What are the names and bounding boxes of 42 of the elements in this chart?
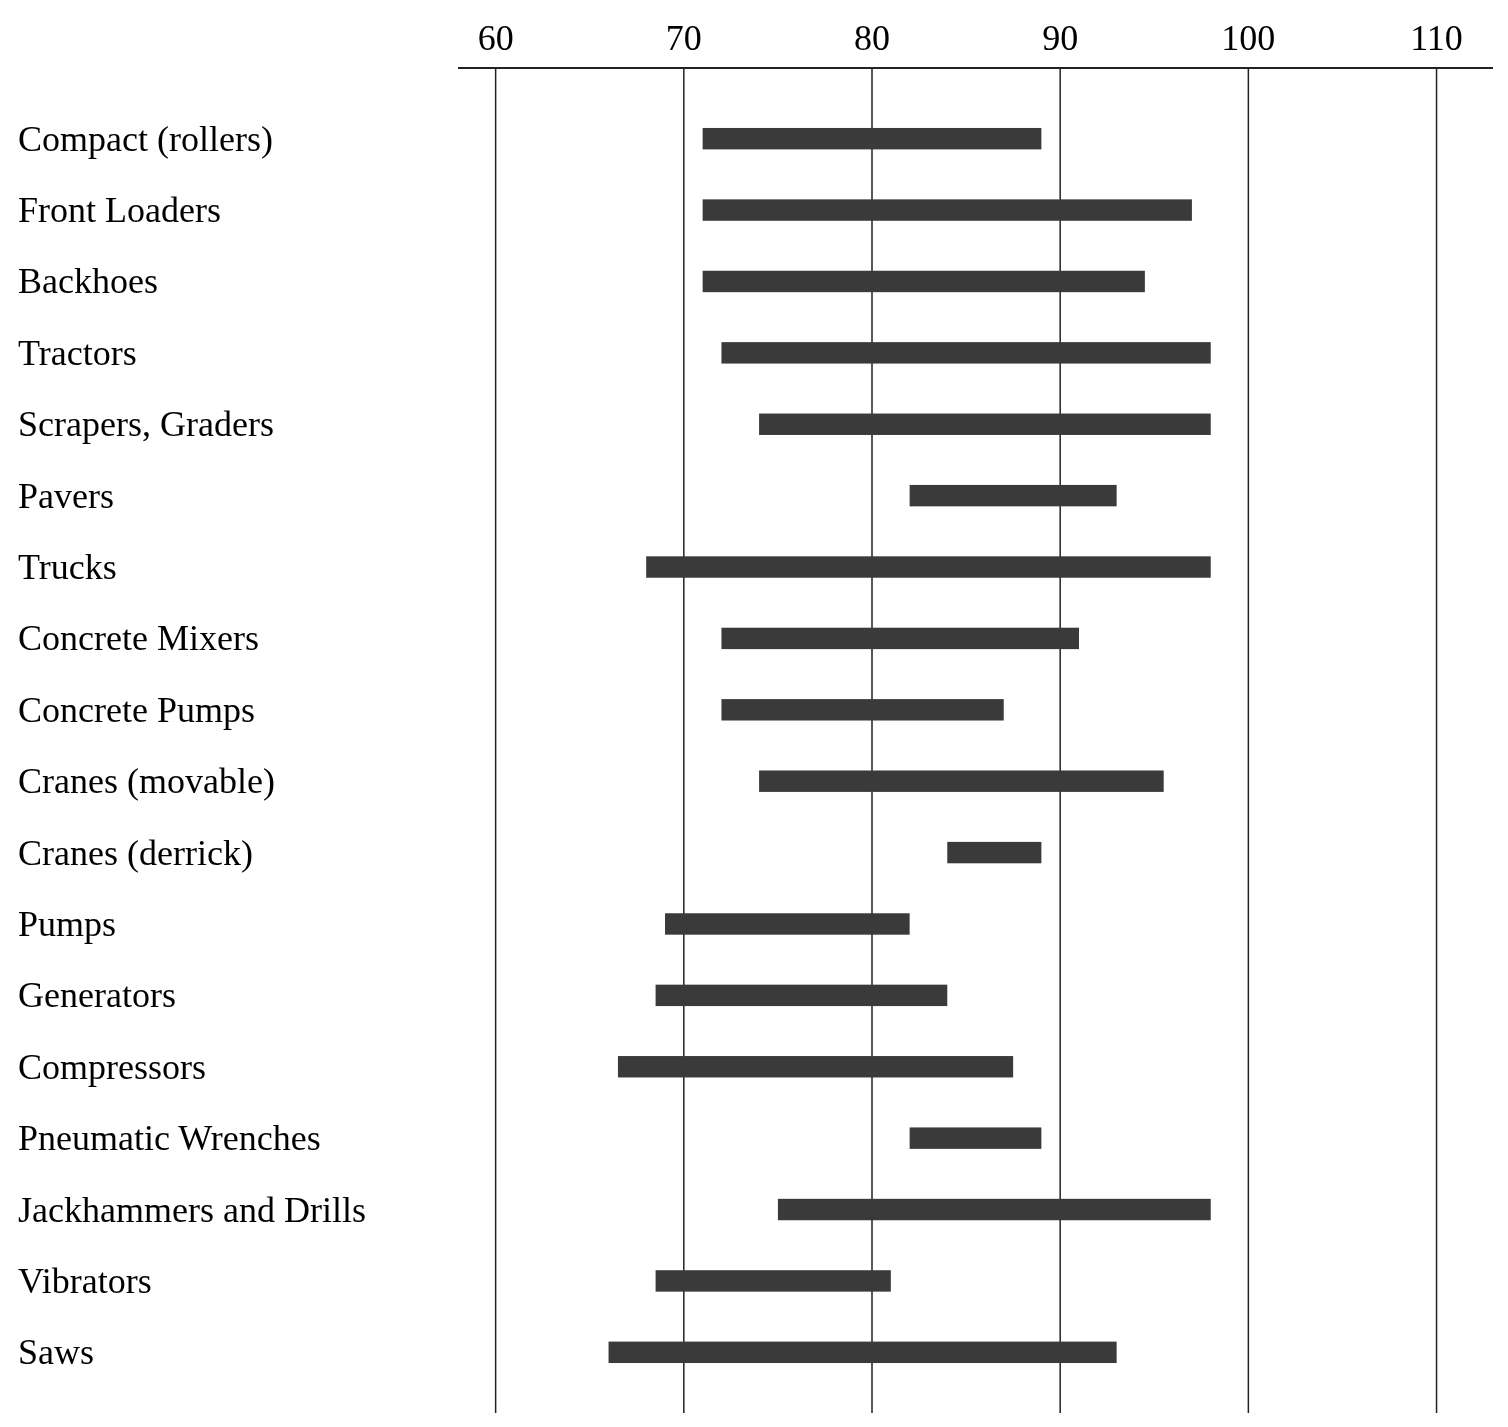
bar bbox=[665, 913, 910, 935]
y-tick-label: Compressors bbox=[18, 1046, 206, 1087]
y-tick-label: Pavers bbox=[18, 475, 114, 516]
y-tick-label: Pumps bbox=[18, 903, 117, 944]
x-tick-label: 90 bbox=[1042, 18, 1079, 58]
y-tick-label: Front Loaders bbox=[18, 190, 221, 231]
bar bbox=[721, 699, 1004, 721]
bar bbox=[702, 127, 1042, 150]
bar bbox=[702, 199, 1192, 221]
y-tick-label: Saws bbox=[18, 1332, 95, 1373]
x-tick-label: 100 bbox=[1221, 18, 1276, 58]
bar bbox=[759, 770, 1164, 792]
x-tick-label: 60 bbox=[477, 18, 514, 58]
bar bbox=[646, 556, 1211, 578]
bar bbox=[759, 413, 1211, 435]
bar bbox=[721, 627, 1079, 650]
y-tick-label: Concrete Mixers bbox=[18, 618, 259, 659]
y-tick-label: Jackhammers and Drills bbox=[18, 1189, 366, 1230]
bar bbox=[947, 841, 1042, 864]
bar bbox=[617, 1056, 1014, 1078]
y-tick-label: Pneumatic Wrenches bbox=[18, 1118, 321, 1159]
y-tick-label: Vibrators bbox=[18, 1260, 152, 1301]
y-tick-label: Trucks bbox=[18, 547, 117, 588]
bar bbox=[608, 1341, 1117, 1364]
y-tick-label: Tractors bbox=[18, 332, 137, 373]
x-tick-label: 110 bbox=[1410, 18, 1463, 58]
bar bbox=[721, 342, 1211, 364]
y-tick-label: Compact (rollers) bbox=[18, 118, 273, 159]
y-tick-label: Generators bbox=[18, 975, 176, 1016]
x-tick-label: 70 bbox=[665, 18, 702, 58]
y-tick-label: Cranes (movable) bbox=[18, 761, 275, 802]
y-tick-label: Backhoes bbox=[18, 261, 158, 302]
y-tick-label: Concrete Pumps bbox=[18, 689, 255, 730]
bar bbox=[702, 270, 1145, 293]
bar bbox=[655, 1270, 891, 1292]
bar bbox=[909, 1127, 1042, 1149]
x-tick-label: 80 bbox=[854, 18, 890, 58]
bar bbox=[909, 484, 1117, 507]
bar bbox=[777, 1198, 1211, 1221]
y-tick-label: Cranes (derrick) bbox=[18, 832, 253, 873]
y-tick-label: Scrapers, Graders bbox=[18, 404, 274, 445]
bar bbox=[655, 984, 948, 1007]
